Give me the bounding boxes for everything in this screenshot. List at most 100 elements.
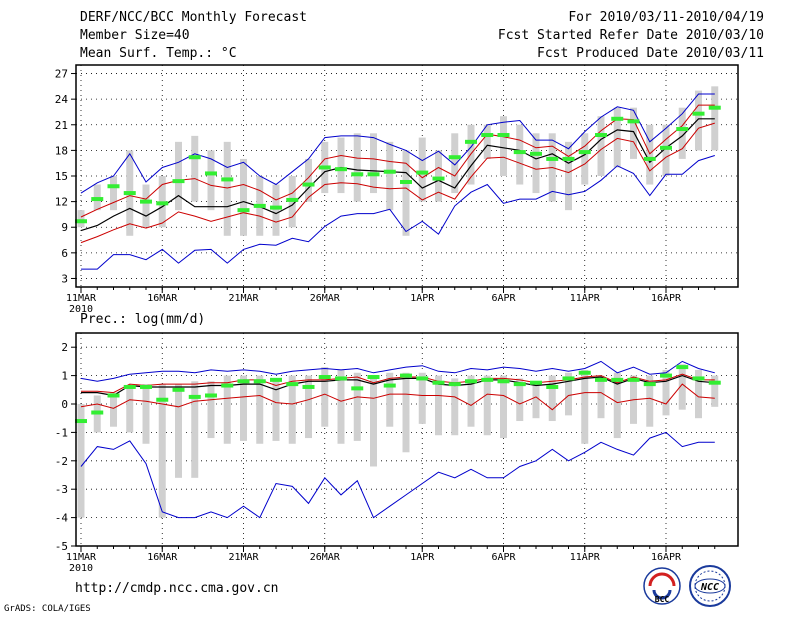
median-marker	[270, 377, 282, 382]
spread-box	[353, 133, 361, 202]
median-marker	[383, 169, 396, 174]
median-marker	[611, 116, 624, 121]
median-marker	[221, 177, 234, 182]
spread-box	[175, 384, 182, 478]
forecast-period: For 2010/03/11-2010/04/19	[568, 10, 764, 25]
median-marker	[286, 382, 299, 387]
median-marker	[107, 184, 120, 189]
median-marker	[465, 379, 477, 384]
median-marker	[465, 139, 477, 144]
spread-box	[256, 375, 264, 444]
median-marker	[562, 156, 575, 161]
median-marker	[416, 170, 429, 175]
spread-box	[142, 384, 150, 444]
ncc-logo: NCC	[689, 565, 731, 607]
x-tick-label: 21MAR	[228, 552, 259, 563]
spread-box	[646, 375, 654, 427]
bcc-logo-text: BCC	[655, 595, 670, 604]
spread-box	[532, 133, 540, 194]
spread-box	[402, 372, 410, 453]
median-marker	[237, 379, 250, 384]
spread-box	[370, 133, 377, 194]
median-marker	[513, 150, 526, 155]
x-tick-label: 16APR	[651, 293, 682, 304]
x-tick-label: 1APR	[410, 293, 435, 304]
median-marker	[481, 133, 494, 138]
median-marker	[513, 382, 526, 387]
x-tick-label: 6APR	[491, 293, 516, 304]
y-tick-label: 15	[55, 170, 68, 183]
median-marker	[188, 155, 201, 160]
spread-box	[646, 124, 654, 185]
median-marker	[367, 375, 380, 380]
median-marker	[172, 179, 185, 184]
spread-box	[223, 375, 231, 444]
median-marker	[302, 182, 315, 187]
y-tick-label: 27	[55, 68, 68, 81]
x-tick-label: 11APR	[570, 552, 601, 563]
median-marker	[448, 382, 461, 387]
spread-box	[662, 124, 670, 176]
median-marker	[676, 127, 689, 132]
x-year-label: 2010	[69, 563, 93, 574]
median-marker	[351, 386, 364, 391]
series-max-line	[80, 360, 715, 382]
median-marker	[140, 384, 152, 389]
median-marker	[123, 384, 136, 389]
spread-box	[337, 369, 345, 444]
bcc-logo: BCC	[643, 567, 681, 605]
spread-box	[532, 381, 540, 419]
median-marker	[335, 167, 347, 172]
spread-box	[353, 372, 361, 441]
spread-box	[110, 176, 117, 211]
series-mean-line	[80, 118, 715, 232]
y-tick-label: 9	[61, 221, 68, 234]
median-marker	[318, 375, 331, 380]
spread-box	[402, 150, 410, 236]
spread-box	[613, 372, 621, 439]
spread-box	[695, 369, 702, 419]
series-upper-line	[80, 104, 715, 218]
median-marker	[708, 105, 721, 110]
x-tick-label: 6APR	[491, 552, 516, 563]
spread-box	[77, 404, 85, 518]
spread-box	[288, 375, 296, 444]
spread-box	[581, 369, 589, 444]
fcst-started-date: Fcst Started Refer Date 2010/03/10	[497, 28, 764, 43]
median-marker	[692, 111, 705, 116]
median-marker	[351, 172, 364, 177]
spread-box	[500, 116, 507, 176]
spread-box	[337, 137, 345, 194]
spread-box	[435, 150, 442, 202]
x-tick-label: 16MAR	[147, 552, 178, 563]
spread-box	[418, 137, 426, 202]
x-tick-label: 16MAR	[147, 293, 178, 304]
spread-box	[467, 124, 475, 185]
chart-title: DERF/NCC/BCC Monthly Forecast	[80, 10, 307, 25]
median-marker	[692, 376, 705, 381]
spread-box	[207, 381, 215, 439]
median-marker	[253, 379, 266, 384]
spread-box	[597, 375, 605, 419]
series-min-line	[81, 155, 715, 270]
spread-box	[191, 381, 199, 478]
median-marker	[448, 155, 461, 160]
median-marker	[188, 394, 201, 399]
median-marker	[578, 150, 591, 155]
median-marker	[91, 197, 104, 202]
median-marker	[627, 119, 640, 124]
spread-box	[240, 158, 247, 236]
spread-box	[483, 375, 491, 436]
spread-box	[110, 392, 117, 427]
x-tick-label: 11APR	[570, 293, 601, 304]
x-tick-label: 16APR	[651, 552, 682, 563]
spread-box	[240, 375, 247, 441]
y-tick-label: 24	[55, 93, 69, 106]
median-marker	[595, 133, 607, 138]
series-upper-line	[81, 373, 715, 394]
source-url[interactable]: http://cmdp.ncc.cma.gov.cn	[75, 581, 279, 596]
member-size: Member Size=40	[80, 28, 190, 43]
median-marker	[497, 379, 510, 384]
spread-box	[77, 210, 85, 228]
